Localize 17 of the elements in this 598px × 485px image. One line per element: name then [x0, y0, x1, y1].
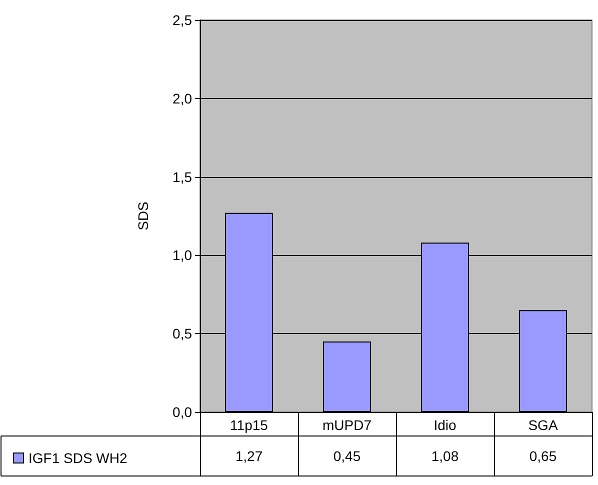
x-tick-label: SGA [528, 417, 558, 433]
legend-label: IGF1 SDS WH2 [28, 450, 128, 466]
y-axis-title: SDS [135, 202, 151, 230]
data-label: 0,65 [529, 448, 557, 464]
x-tick-label: 11p15 [230, 417, 268, 433]
y-tick-label: 2,5 [172, 12, 192, 28]
x-tick-label: mUPD7 [322, 417, 372, 433]
y-tick-label: 0,0 [172, 404, 192, 420]
data-label: 0,45 [333, 448, 361, 464]
bar [322, 341, 372, 412]
data-label: 1,08 [431, 448, 459, 464]
y-tick-label: 0,5 [172, 326, 192, 342]
x-tick-label: Idio [434, 417, 456, 433]
y-tick-label: 1,0 [172, 247, 192, 264]
y-tick-label: 2,0 [172, 90, 192, 106]
data-label: 1,27 [235, 448, 263, 464]
y-tick-label: 1,5 [172, 168, 192, 185]
